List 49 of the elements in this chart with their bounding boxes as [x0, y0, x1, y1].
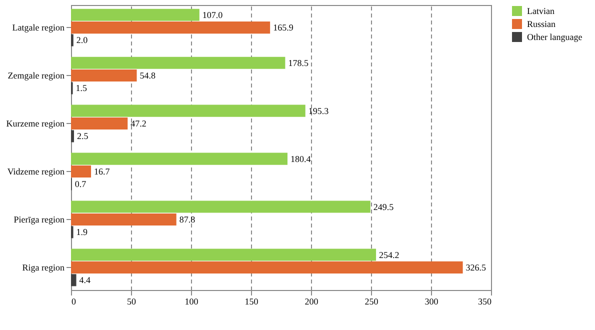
bar	[71, 213, 176, 226]
data-label: 16.7	[94, 166, 110, 176]
bar	[71, 56, 286, 69]
data-label: 326.5	[466, 262, 487, 272]
y-tick-label: Riga region	[22, 262, 65, 272]
bar	[71, 165, 92, 178]
legend-label: Other language	[527, 32, 582, 42]
y-tick-label: Zemgale region	[8, 70, 65, 81]
y-tick-label: Pierīga region	[14, 214, 65, 224]
data-label: 165.9	[273, 22, 294, 33]
data-label: 249.5	[373, 202, 394, 212]
data-label: 2.0	[76, 35, 88, 46]
x-tick-label: 100	[184, 296, 199, 306]
x-tick-label: 0	[72, 296, 76, 306]
data-label: 1.9	[76, 227, 88, 238]
data-label: 47.2	[130, 118, 146, 129]
data-label: 107.0	[202, 10, 224, 20]
data-label: 87.8	[179, 214, 196, 224]
bar	[71, 200, 370, 213]
x-tick-label: 200	[304, 296, 319, 306]
bar	[71, 117, 128, 130]
y-tick-label: Kurzeme region	[6, 118, 65, 129]
data-label: 195.3	[308, 106, 330, 116]
y-tick-label: Vidzeme region	[7, 166, 65, 176]
bar	[71, 104, 306, 117]
bar	[71, 248, 376, 261]
data-label: 54.8	[140, 70, 156, 81]
data-label: 180.4	[290, 154, 312, 164]
data-label: 254.2	[379, 250, 400, 260]
data-label: 178.5	[288, 58, 309, 68]
bar	[71, 261, 463, 274]
data-label: 2.5	[77, 131, 89, 142]
x-tick-label: 250	[364, 296, 379, 306]
bar	[71, 8, 200, 21]
data-label: 4.4	[79, 275, 92, 286]
bar	[71, 130, 74, 142]
y-tick-label: Latgale region	[12, 22, 65, 33]
bar	[71, 152, 288, 165]
x-tick-label: 350	[478, 296, 492, 306]
bar	[71, 274, 76, 286]
data-label: 0.7	[74, 179, 87, 190]
bar	[71, 70, 137, 82]
bar	[71, 22, 270, 34]
x-tick-label: 300	[424, 296, 439, 306]
x-tick-label: 50	[127, 296, 136, 306]
x-tick-label: 150	[244, 296, 259, 306]
legend-label: Latvian	[527, 6, 555, 16]
legend-label: Russian	[527, 19, 556, 29]
data-label: 1.5	[76, 83, 88, 94]
